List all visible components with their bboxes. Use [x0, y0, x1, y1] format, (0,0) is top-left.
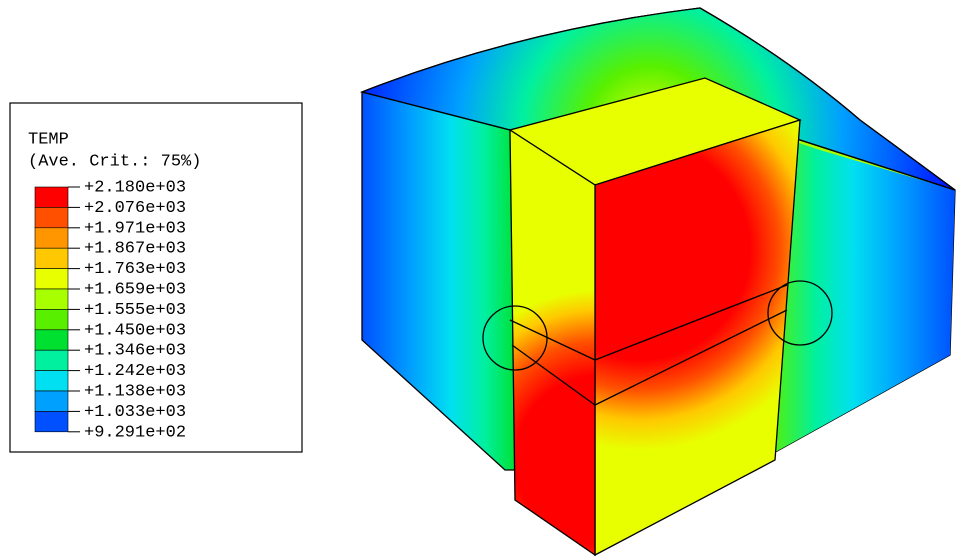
model: [362, 8, 955, 555]
legend-swatch: [35, 248, 68, 268]
legend-swatch: [35, 228, 68, 248]
legend-title: TEMP: [28, 130, 69, 149]
legend-swatch: [35, 309, 68, 329]
legend-label: +1.555e+03: [84, 301, 186, 320]
legend-swatch: [35, 350, 68, 370]
legend-label: +1.450e+03: [84, 321, 186, 340]
legend-label: +2.180e+03: [84, 178, 186, 197]
legend-label: +1.867e+03: [84, 240, 186, 259]
legend-label: +1.763e+03: [84, 260, 186, 279]
legend-swatch: [35, 330, 68, 350]
figure: TEMP (Ave. Crit.: 75%) +2.180e+03 +2.076e…: [0, 0, 965, 558]
legend-label: +2.076e+03: [84, 199, 186, 218]
legend-swatch: [35, 411, 68, 431]
legend-swatch: [35, 207, 68, 227]
legend-swatch: [35, 187, 68, 207]
legend-swatch: [35, 371, 68, 391]
legend-swatch: [35, 391, 68, 411]
legend-label: +1.659e+03: [84, 280, 186, 299]
legend-swatch: [35, 289, 68, 309]
legend-label: +1.033e+03: [84, 403, 186, 422]
legend-label: +1.242e+03: [84, 362, 186, 381]
legend-swatch: [35, 269, 68, 289]
legend-label: +9.291e+02: [84, 423, 186, 442]
legend-label: +1.346e+03: [84, 342, 186, 361]
legend-label: +1.971e+03: [84, 219, 186, 238]
legend-subtitle: (Ave. Crit.: 75%): [28, 152, 201, 171]
legend-label: +1.138e+03: [84, 382, 186, 401]
legend: TEMP (Ave. Crit.: 75%) +2.180e+03 +2.076e…: [10, 103, 302, 452]
